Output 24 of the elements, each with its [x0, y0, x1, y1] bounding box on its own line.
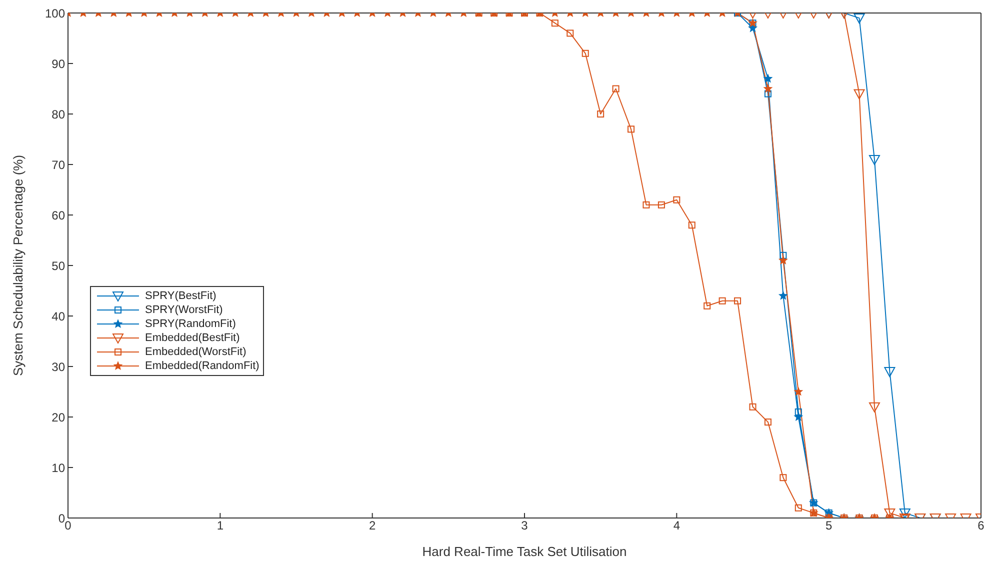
y-tick-label: 30 — [52, 360, 66, 374]
y-tick-label: 100 — [44, 6, 66, 20]
y-tick-label: 40 — [52, 309, 66, 324]
x-axis-title: Hard Real-Time Task Set Utilisation — [422, 544, 627, 559]
y-tick-label: 90 — [52, 56, 66, 71]
y-tick-label: 10 — [52, 460, 66, 475]
y-tick-label: 60 — [52, 208, 66, 222]
x-tick-label: 6 — [978, 518, 985, 533]
x-tick-label: 2 — [368, 518, 376, 533]
x-tick-label: 5 — [825, 518, 832, 533]
legend-label: Embedded(WorstFit) — [145, 345, 246, 359]
x-tick-label: 3 — [521, 518, 528, 533]
x-tick-label: 1 — [216, 518, 224, 533]
legend-label: Embedded(RandomFit) — [145, 359, 260, 373]
legend-label: SPRY(BestFit) — [145, 289, 216, 303]
legend-label: SPRY(RandomFit) — [145, 317, 236, 331]
legend-label: Embedded(BestFit) — [145, 331, 240, 345]
y-tick-label: 20 — [52, 410, 66, 424]
y-tick-label: 50 — [52, 258, 66, 273]
y-tick-label: 70 — [52, 158, 66, 172]
x-tick-label: 4 — [673, 518, 680, 533]
legend-label: SPRY(WorstFit) — [145, 303, 223, 317]
y-tick-label: 80 — [52, 107, 66, 122]
y-axis-title: System Schedulability Percentage (%) — [10, 154, 26, 376]
